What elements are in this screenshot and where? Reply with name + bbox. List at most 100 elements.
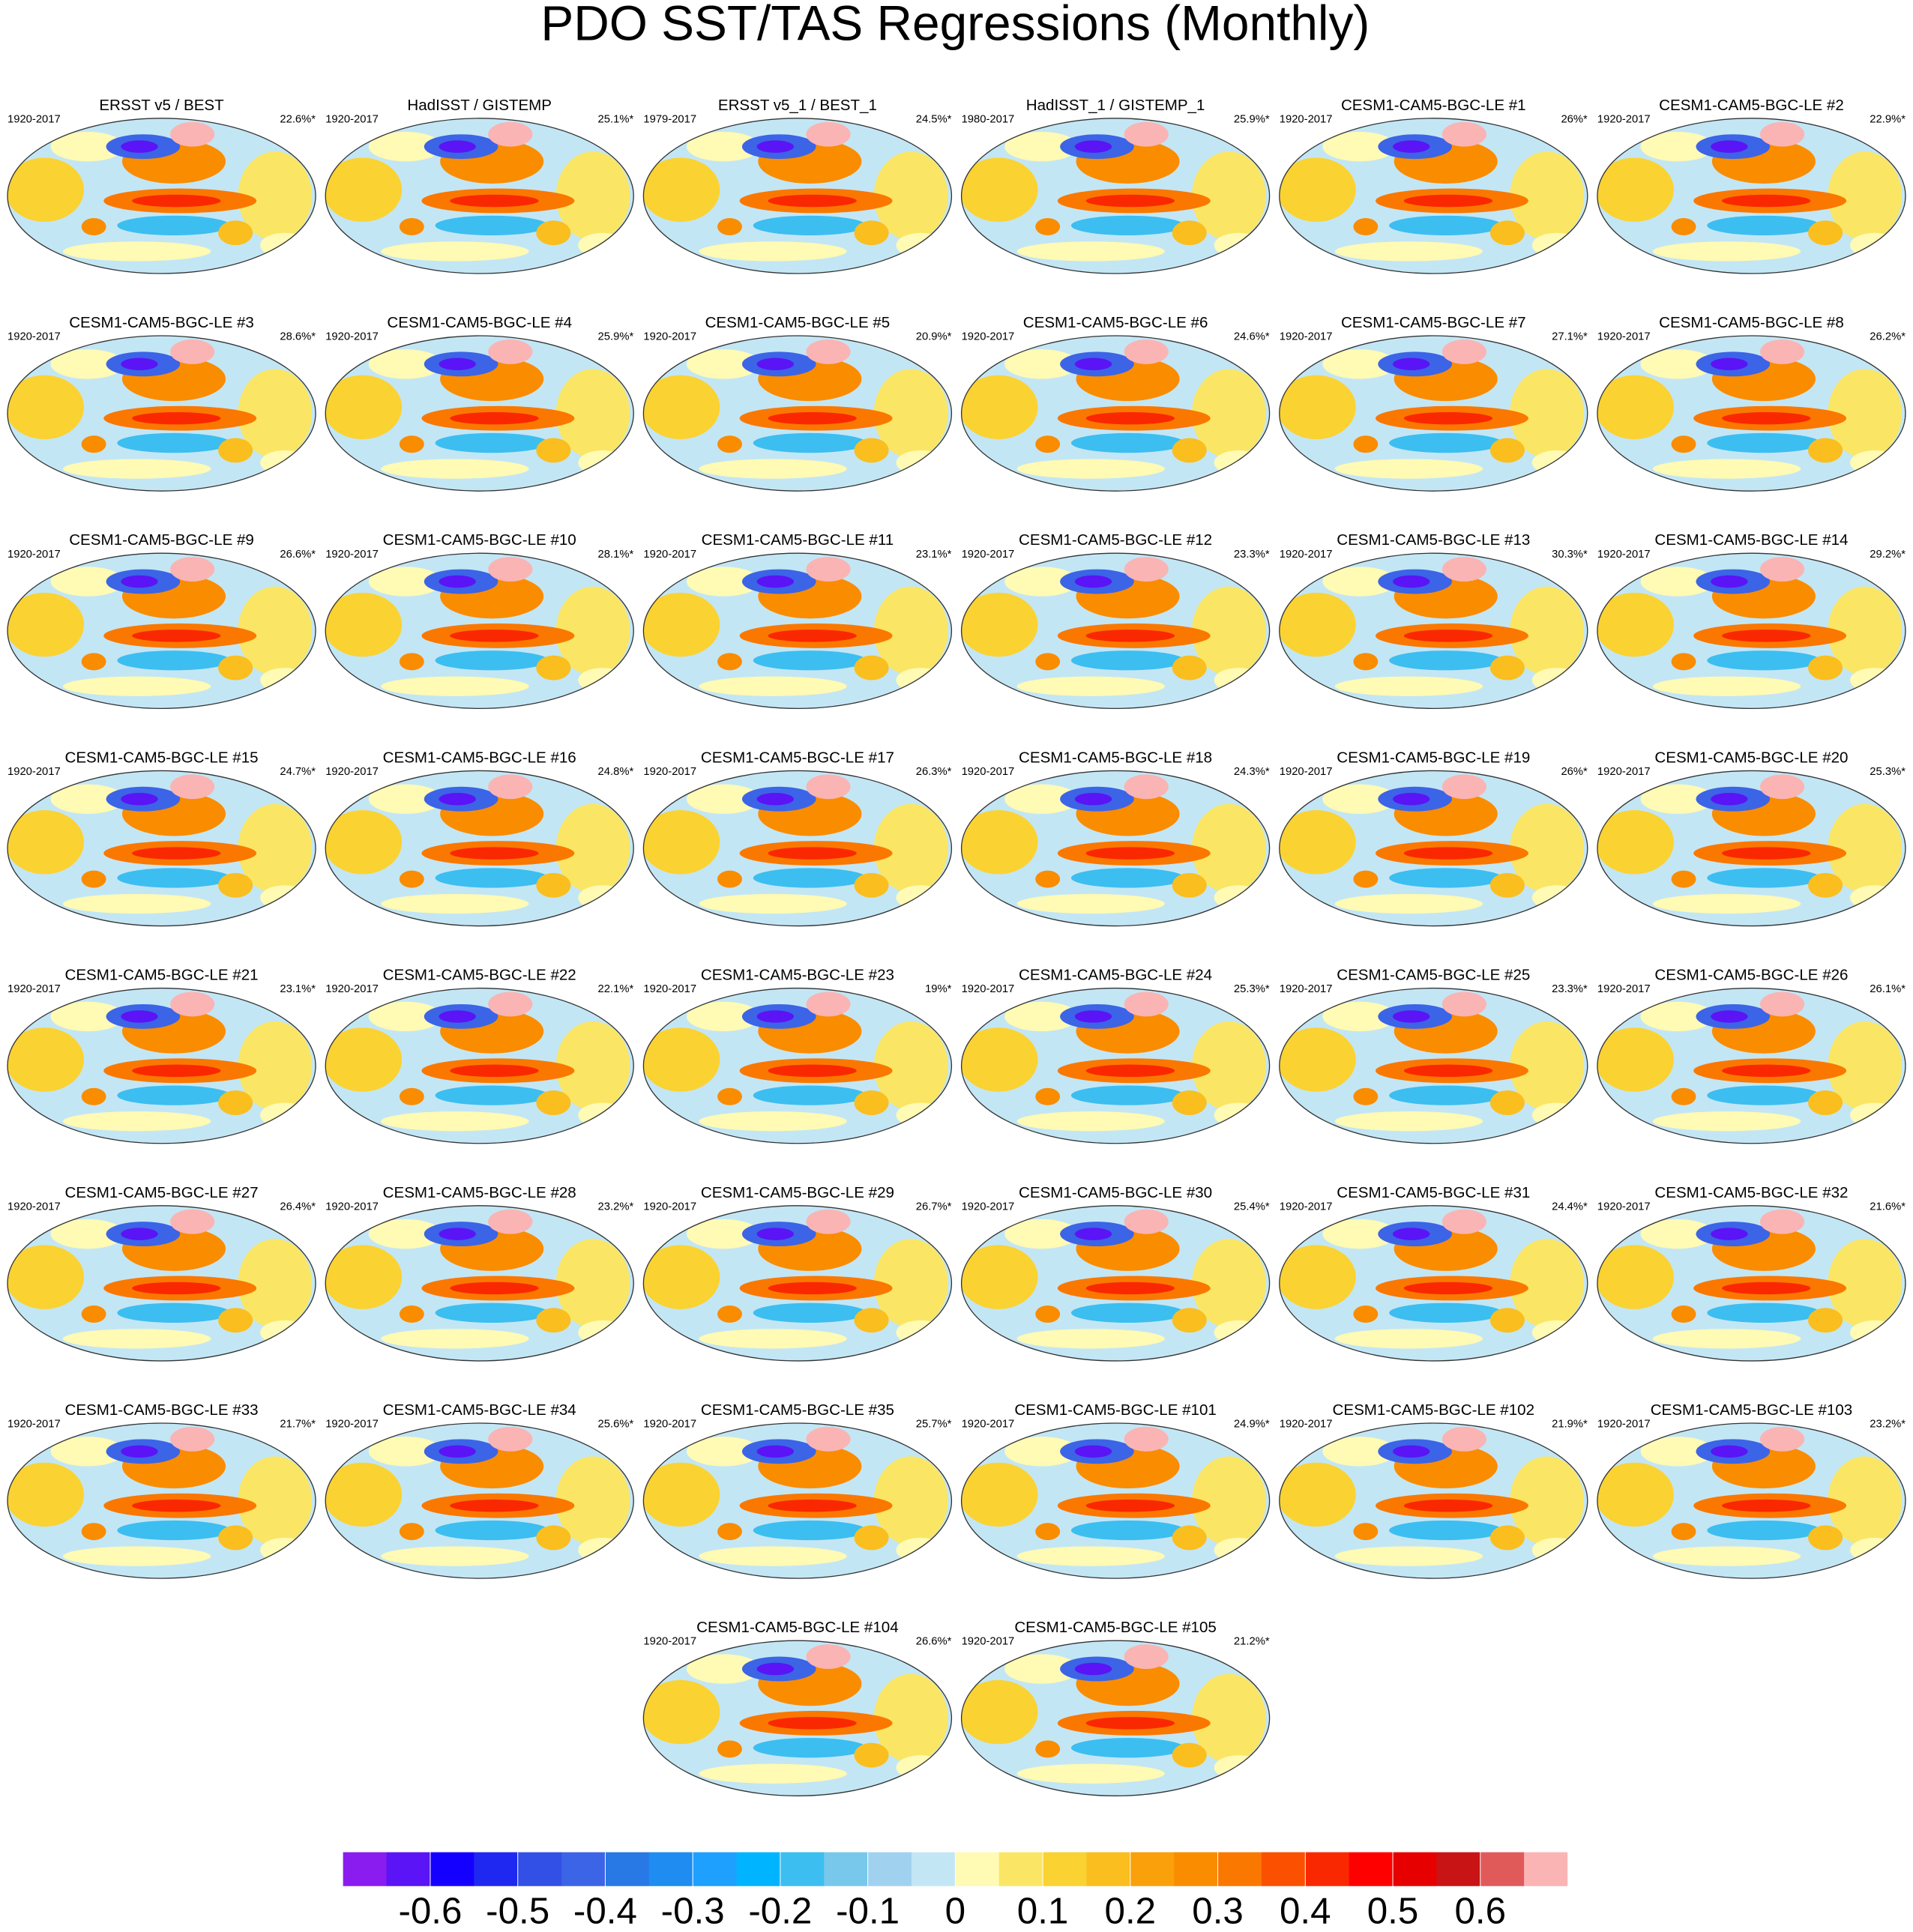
panel-title: HadISST_1 / GISTEMP_1 — [1026, 97, 1205, 114]
panel-variance: 25.3%* — [1870, 766, 1906, 778]
map-pattern — [873, 803, 948, 893]
map-pattern — [756, 1445, 794, 1458]
panel-title: CESM1-CAM5-BGC-LE #21 — [65, 967, 259, 984]
map-pattern — [439, 357, 476, 371]
map-pattern — [1531, 885, 1582, 911]
map-pattern — [1531, 1537, 1582, 1563]
map-pattern — [1808, 872, 1843, 898]
map-pattern — [1828, 1456, 1903, 1545]
map-pattern — [1070, 1302, 1185, 1323]
map-pattern — [1711, 1228, 1748, 1240]
map-pattern — [1597, 810, 1674, 875]
map-pattern — [756, 792, 794, 806]
map-pattern — [1214, 450, 1264, 475]
map-pattern — [1074, 575, 1112, 588]
map-pattern — [238, 1021, 313, 1111]
map — [643, 553, 952, 709]
panel-title: CESM1-CAM5-BGC-LE #33 — [65, 1401, 259, 1419]
panel-period: 1920-2017 — [962, 983, 1015, 995]
map-pattern — [699, 1763, 847, 1784]
map-outline — [1597, 335, 1906, 492]
map-pattern — [1085, 1282, 1175, 1295]
panel-title: CESM1-CAM5-BGC-LE #5 — [705, 314, 891, 331]
map-pattern — [218, 220, 253, 246]
map-pattern — [1652, 1546, 1801, 1566]
map-pattern — [1489, 655, 1525, 680]
panel-variance: 22.9%* — [1870, 113, 1906, 125]
map-pattern — [1597, 1462, 1674, 1527]
panel-title: CESM1-CAM5-BGC-LE #26 — [1654, 967, 1848, 984]
map — [643, 1640, 952, 1796]
panel-variance: 24.5%* — [916, 113, 952, 125]
map — [1279, 1422, 1588, 1579]
map-pattern — [536, 1525, 571, 1551]
map-pattern — [1085, 1064, 1175, 1077]
map-pattern — [1016, 1763, 1165, 1784]
map-pattern — [1214, 232, 1264, 258]
map-pattern — [1403, 1064, 1493, 1077]
map-outline — [1279, 987, 1588, 1144]
panel-period: 1920-2017 — [962, 331, 1015, 343]
map-pattern — [717, 1740, 742, 1758]
map-pattern — [1722, 1499, 1811, 1512]
map-pattern — [578, 1102, 628, 1128]
map-outline — [960, 1422, 1271, 1579]
map-pattern — [488, 1426, 533, 1452]
panel-period: 1920-2017 — [962, 1636, 1015, 1648]
map-pattern — [1124, 991, 1169, 1017]
map-pattern — [1074, 1010, 1112, 1023]
map-pattern — [488, 774, 533, 800]
colorbar-swatch — [1480, 1852, 1525, 1887]
map-pattern — [238, 803, 313, 893]
panel-title: HadISST / GISTEMP — [407, 97, 552, 114]
map-pattern — [854, 655, 889, 680]
colorbar-label: 0.1 — [1017, 1890, 1069, 1931]
map-pattern — [170, 774, 215, 800]
panel-variance: 27.1%* — [1552, 331, 1588, 343]
map-pattern — [699, 893, 847, 914]
map-pattern — [435, 1520, 549, 1541]
panel-period: 1920-2017 — [643, 1201, 696, 1213]
map-pattern — [81, 218, 106, 236]
map-pattern — [1531, 232, 1582, 258]
map-pattern — [1510, 1239, 1584, 1328]
map-pattern — [961, 1245, 1038, 1309]
map-pattern — [1353, 870, 1379, 888]
map-pattern — [1441, 774, 1486, 800]
map — [961, 118, 1270, 274]
map-pattern — [1124, 339, 1169, 364]
map-pattern — [1722, 411, 1811, 425]
panel-title: CESM1-CAM5-BGC-LE #105 — [1014, 1619, 1216, 1636]
map-pattern — [368, 131, 443, 162]
map-pattern — [1035, 1305, 1061, 1323]
colorbar-label: 0 — [945, 1890, 965, 1931]
panel-title: CESM1-CAM5-BGC-LE #12 — [1019, 531, 1212, 549]
map-pattern — [1070, 215, 1185, 236]
map-pattern — [399, 653, 424, 671]
map-outline — [7, 987, 316, 1144]
map-pattern — [63, 1329, 211, 1349]
map-pattern — [896, 668, 946, 693]
map-pattern — [961, 592, 1038, 657]
map — [7, 336, 316, 492]
figure-title: PDO SST/TAS Regressions (Monthly) — [540, 0, 1370, 51]
map-pattern — [368, 784, 443, 814]
map-pattern — [260, 1537, 310, 1563]
panel-title: CESM1-CAM5-BGC-LE #32 — [1654, 1184, 1848, 1201]
colorbar-swatch — [780, 1852, 825, 1887]
map-pattern — [717, 218, 742, 236]
map-pattern — [643, 375, 720, 440]
colorbar-label: 0.4 — [1280, 1890, 1331, 1931]
map — [325, 770, 634, 926]
map-pattern — [643, 1679, 720, 1745]
panel-title: CESM1-CAM5-BGC-LE #10 — [383, 531, 576, 549]
map-pattern — [1035, 1087, 1061, 1105]
map-pattern — [1016, 676, 1165, 696]
map-pattern — [439, 1228, 476, 1240]
panel-title: CESM1-CAM5-BGC-LE #6 — [1023, 314, 1208, 331]
map-pattern — [1671, 1087, 1696, 1105]
map-pattern — [260, 1320, 310, 1345]
